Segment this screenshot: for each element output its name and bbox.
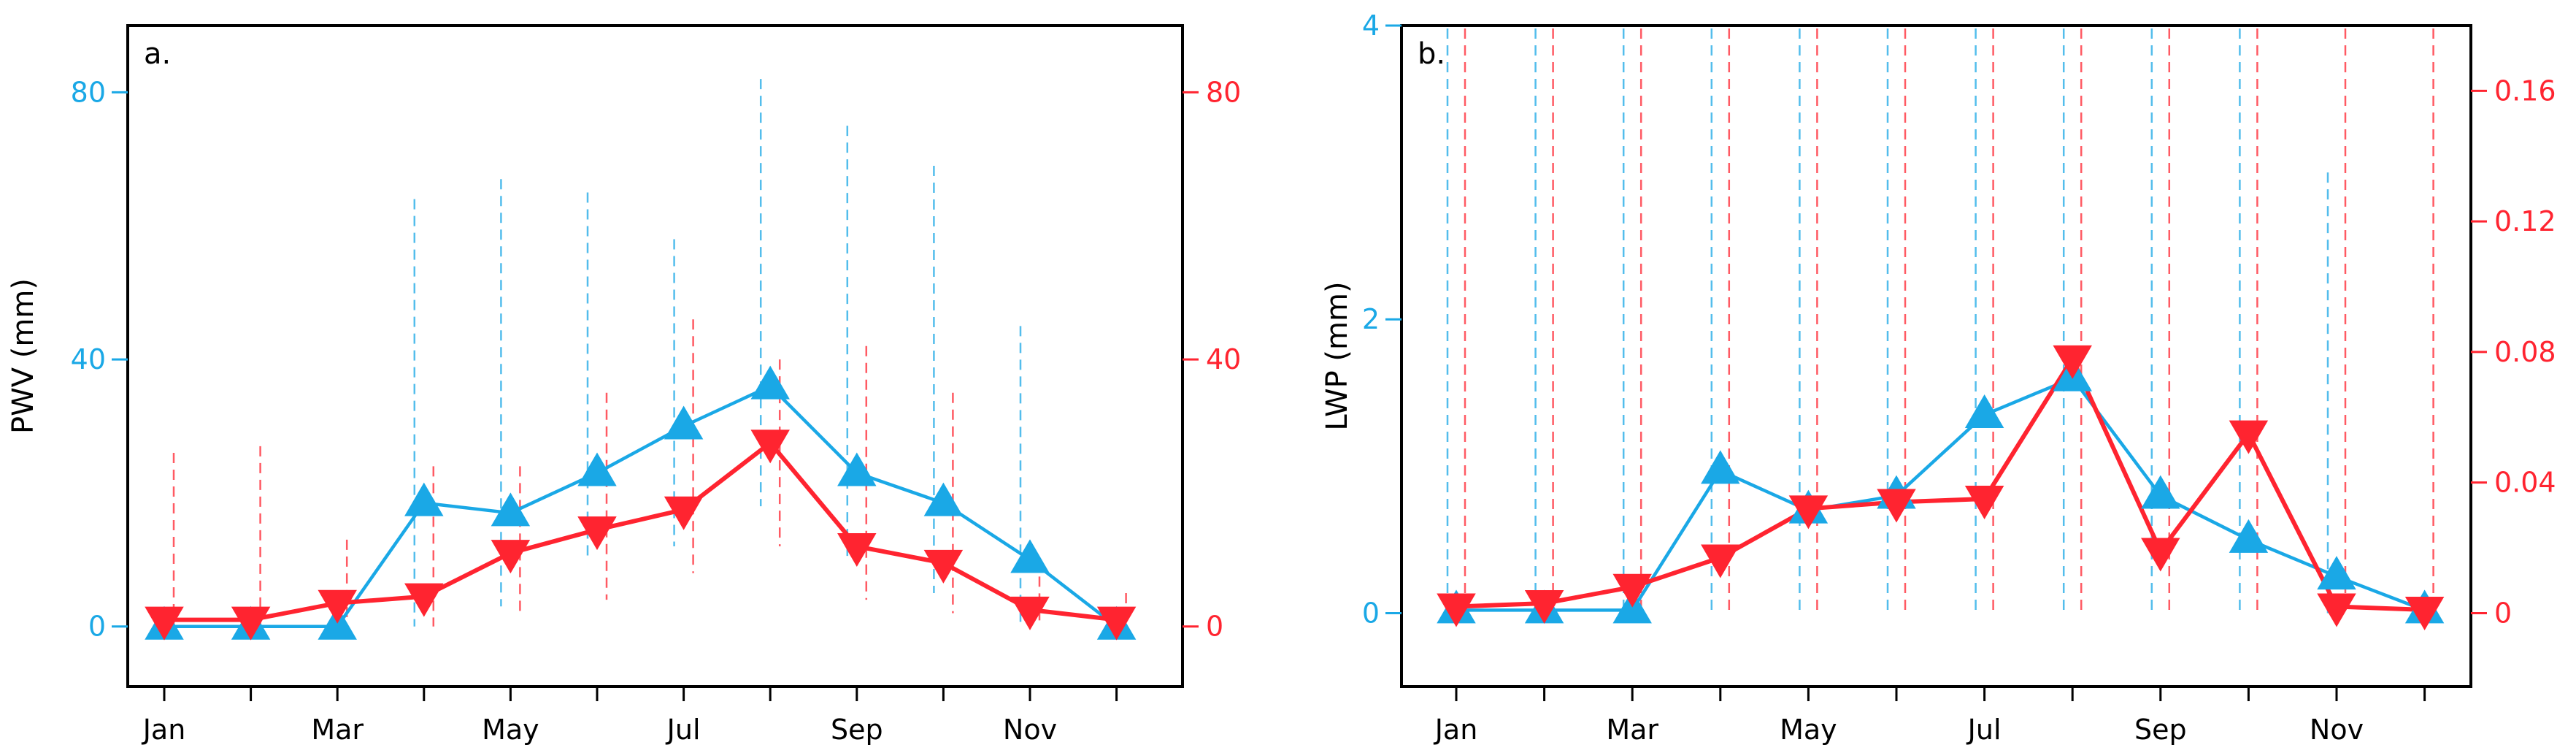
- marker-red-dec: [1096, 606, 1137, 641]
- right-tick-label-0: 0: [1206, 611, 1223, 643]
- panel-label: a.: [144, 37, 171, 71]
- plot-frame: [126, 24, 1184, 688]
- left-tick-label-2: 2: [1362, 303, 1380, 335]
- x-tick-label-sep: Sep: [831, 714, 883, 745]
- marker-blue-jul: [1964, 394, 2004, 428]
- marker-blue-nov: [2317, 556, 2356, 590]
- right-tick-label-80: 80: [1206, 76, 1241, 108]
- y-axis-title: PWV (mm): [7, 278, 40, 434]
- x-tick-label-mar: Mar: [1606, 714, 1658, 745]
- panel-a-pwv: a. PWV (mm) 0 40 80 0 40 80 Jan Mar May Jul Sep Nov: [7, 24, 1241, 745]
- marker-blue-jun: [577, 452, 617, 486]
- marker-blue-sep: [837, 452, 877, 486]
- marker-red-jun: [577, 516, 617, 551]
- marker-red-jan: [145, 606, 184, 641]
- marker-red-sep: [2141, 538, 2180, 572]
- x-tick-label-jan: Jan: [1434, 714, 1478, 745]
- marker-red-nov: [2317, 593, 2356, 627]
- marker-red-may: [1788, 495, 1829, 530]
- marker-blue-oct: [923, 482, 964, 516]
- marker-red-oct: [923, 549, 964, 584]
- marker-blue-aug: [750, 365, 790, 400]
- marker-red-aug: [750, 429, 790, 464]
- right-tick-label-0p04: 0.04: [2494, 467, 2556, 499]
- marker-blue-oct: [2229, 519, 2269, 553]
- plot-frame: [1400, 24, 2472, 688]
- y-axis-title: LWP (mm): [1320, 281, 1354, 430]
- marker-blue-may: [491, 492, 531, 527]
- marker-red-may: [491, 540, 531, 574]
- left-tick-label-80: 80: [71, 76, 106, 108]
- x-tick-label-may: May: [482, 714, 539, 745]
- x-tick-label-jul: Jul: [1966, 714, 2002, 745]
- left-tick-label-4: 4: [1362, 9, 1380, 42]
- x-tick-label-nov: Nov: [2310, 714, 2364, 745]
- left-tick-label-0: 0: [88, 611, 106, 643]
- x-tick-label-sep: Sep: [2134, 714, 2187, 745]
- left-tick-label-0: 0: [1362, 597, 1380, 629]
- right-tick-label-40: 40: [1206, 343, 1241, 375]
- x-tick-label-jan: Jan: [142, 714, 186, 745]
- marker-red-sep: [837, 533, 877, 568]
- x-tick-label-jul: Jul: [666, 714, 701, 745]
- marker-red-mar: [1612, 573, 1652, 608]
- series-line-blue: [164, 384, 1118, 628]
- panel-label: b.: [1418, 37, 1445, 71]
- marker-red-feb: [1524, 590, 1564, 624]
- panel-b-lwp: b. LWP (mm) 0 2 4 0 0.04 0.08 0.12 0.16 Jan Mar May J…: [1320, 9, 2556, 745]
- x-tick-label-nov: Nov: [1003, 714, 1057, 745]
- marker-blue-nov: [1010, 539, 1050, 573]
- marker-red-nov: [1010, 596, 1050, 630]
- marker-red-apr: [1701, 544, 1740, 578]
- marker-red-feb: [231, 606, 271, 641]
- right-tick-label-0p16: 0.16: [2494, 74, 2556, 107]
- marker-red-jun: [1877, 489, 1916, 523]
- series-line-red: [1456, 356, 2425, 612]
- marker-red-apr: [404, 583, 444, 617]
- marker-blue-sep: [2141, 475, 2180, 509]
- marker-blue-apr: [404, 482, 444, 516]
- left-tick-label-40: 40: [71, 343, 106, 375]
- marker-red-oct: [2229, 420, 2269, 454]
- marker-red-aug: [2053, 345, 2092, 379]
- marker-blue-apr: [1701, 450, 1740, 484]
- marker-red-jul: [664, 496, 704, 530]
- marker-red-jul: [1964, 486, 2004, 520]
- x-tick-label-mar: Mar: [311, 714, 364, 745]
- right-tick-label-0p12: 0.12: [2494, 205, 2556, 237]
- right-tick-label-0p08: 0.08: [2494, 336, 2556, 368]
- marker-red-dec: [2404, 596, 2445, 630]
- series-line-red: [164, 440, 1117, 622]
- marker-red-jan: [1437, 593, 1476, 627]
- marker-red-mar: [318, 589, 357, 624]
- x-tick-label-may: May: [1780, 714, 1837, 745]
- right-tick-label-0: 0: [2494, 597, 2512, 629]
- marker-blue-jul: [664, 405, 704, 440]
